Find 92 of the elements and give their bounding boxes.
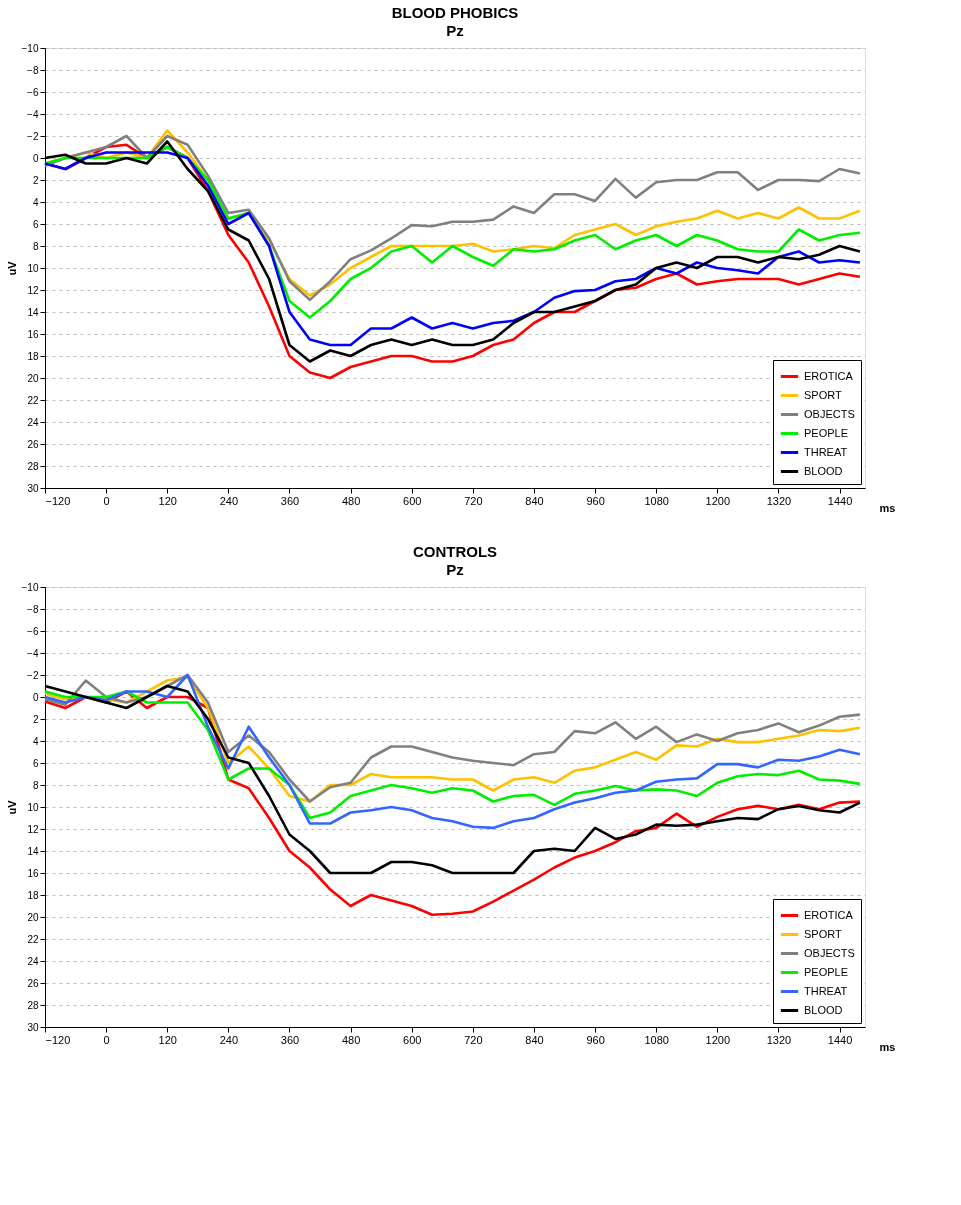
- x-tick-label: 600: [403, 494, 422, 507]
- x-tick-label: 0: [103, 494, 110, 507]
- legend-label: OBJECTS: [804, 407, 855, 420]
- legend-label: SPORT: [804, 388, 842, 401]
- y-tick-label: 20: [27, 911, 39, 923]
- x-tick-label: 1440: [827, 1033, 853, 1046]
- y-tick-label: −4: [27, 647, 39, 659]
- line-series: [43, 690, 862, 820]
- y-tick-label: −8: [27, 603, 39, 615]
- y-tick-label: −8: [27, 64, 39, 76]
- x-axis-title: ms: [879, 1040, 896, 1053]
- x-tick-label: 600: [403, 1033, 422, 1046]
- legend-label: PEOPLE: [804, 426, 849, 439]
- chart-title: CONTROLS: [412, 543, 498, 560]
- y-tick-label: 18: [27, 889, 39, 901]
- y-tick-label: 6: [32, 218, 39, 230]
- y-tick-label: 8: [32, 779, 39, 791]
- line-series: [43, 673, 862, 830]
- legend-label: EROTICA: [804, 369, 854, 382]
- y-tick-label: 24: [27, 416, 39, 428]
- y-tick-label: −10: [21, 581, 39, 593]
- y-tick-label: 14: [27, 845, 39, 857]
- x-tick-label: 1080: [644, 1033, 669, 1046]
- x-tick-label: 360: [280, 494, 300, 507]
- y-tick-label: 30: [27, 482, 39, 494]
- x-tick-label: 120: [158, 1033, 177, 1046]
- y-tick-label: 28: [27, 999, 39, 1011]
- y-tick-label: 10: [27, 262, 39, 274]
- x-tick-label: 1440: [827, 494, 853, 507]
- y-tick-label: 2: [32, 713, 39, 725]
- y-tick-label: 4: [32, 735, 39, 747]
- y-tick-label: 26: [27, 977, 39, 989]
- x-tick-label: 1200: [705, 1033, 731, 1046]
- y-tick-label: 22: [27, 394, 39, 406]
- x-tick-label: 720: [464, 494, 483, 507]
- x-tick-label: 720: [464, 1033, 483, 1046]
- y-tick-label: 26: [27, 438, 39, 450]
- legend-label: BLOOD: [804, 1003, 843, 1016]
- y-tick-label: 30: [27, 1021, 39, 1033]
- chart-title: BLOOD PHOBICS: [391, 4, 519, 21]
- x-tick-label: 240: [219, 1033, 239, 1046]
- chart-subtitle: Pz: [446, 22, 464, 39]
- y-tick-label: 28: [27, 460, 39, 472]
- y-tick-label: 18: [27, 350, 39, 362]
- legend-label: THREAT: [804, 445, 848, 458]
- y-axis-title: uV: [5, 260, 18, 276]
- y-tick-label: −10: [21, 42, 39, 54]
- y-tick-label: 12: [27, 284, 39, 296]
- x-tick-label: 840: [525, 494, 544, 507]
- y-tick-label: 0: [32, 152, 39, 164]
- legend-label: EROTICA: [804, 908, 854, 921]
- x-tick-label: −120: [45, 1033, 71, 1046]
- y-tick-label: −6: [27, 625, 39, 637]
- y-tick-label: 20: [27, 372, 39, 384]
- y-tick-label: 14: [27, 306, 39, 318]
- y-tick-label: 24: [27, 955, 39, 967]
- y-tick-label: 0: [32, 691, 39, 703]
- x-tick-label: 1080: [644, 494, 669, 507]
- y-tick-label: 2: [32, 174, 39, 186]
- x-tick-label: 1320: [766, 1033, 792, 1046]
- y-tick-label: 4: [32, 196, 39, 208]
- x-tick-label: 840: [525, 1033, 544, 1046]
- x-tick-label: 360: [280, 1033, 300, 1046]
- y-axis-title: uV: [5, 799, 18, 815]
- legend-label: OBJECTS: [804, 946, 855, 959]
- legend-label: SPORT: [804, 927, 842, 940]
- x-tick-label: 480: [341, 1033, 361, 1046]
- x-tick-label: 480: [341, 494, 361, 507]
- y-tick-label: −2: [27, 130, 39, 142]
- y-tick-label: 10: [27, 801, 39, 813]
- x-tick-label: 1200: [705, 494, 731, 507]
- x-tick-label: 240: [219, 494, 239, 507]
- y-tick-label: 6: [32, 757, 39, 769]
- y-tick-label: 22: [27, 933, 39, 945]
- y-tick-label: −6: [27, 86, 39, 98]
- x-tick-label: 1320: [766, 494, 792, 507]
- y-tick-label: 12: [27, 823, 39, 835]
- x-tick-label: 960: [586, 1033, 605, 1046]
- x-tick-label: 960: [586, 494, 605, 507]
- x-tick-label: 120: [158, 494, 177, 507]
- y-tick-label: 16: [27, 328, 39, 340]
- legend-label: THREAT: [804, 984, 848, 997]
- x-axis-title: ms: [879, 501, 896, 514]
- legend-label: PEOPLE: [804, 965, 849, 978]
- y-tick-label: 16: [27, 867, 39, 879]
- x-tick-label: −120: [45, 494, 71, 507]
- y-tick-label: −4: [27, 108, 39, 120]
- legend-label: BLOOD: [804, 464, 843, 477]
- y-tick-label: −2: [27, 669, 39, 681]
- y-tick-label: 8: [32, 240, 39, 252]
- x-tick-label: 0: [103, 1033, 110, 1046]
- chart-subtitle: Pz: [446, 561, 464, 578]
